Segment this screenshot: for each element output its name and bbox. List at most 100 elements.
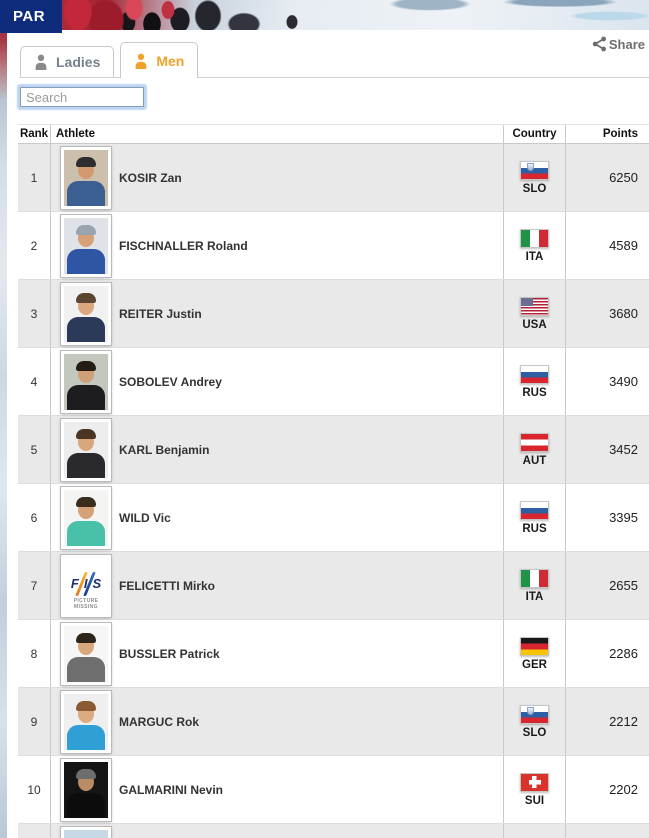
share-button[interactable]: Share: [592, 36, 645, 52]
header-photo: [0, 0, 649, 30]
share-icon: [592, 36, 606, 52]
country-cell: RUS: [503, 484, 565, 551]
athlete-cell: KOSIR Zan: [50, 144, 503, 211]
country-code: SLO: [522, 182, 547, 195]
country-flag: [520, 364, 549, 384]
table-header: Rank Athlete Country Points: [18, 124, 649, 144]
person-icon: [35, 54, 47, 70]
rank-value: 4: [30, 374, 38, 389]
country-code: ITA: [525, 590, 544, 603]
points-value: 2212: [565, 688, 649, 755]
country-cell: GER: [503, 620, 565, 687]
col-points: Points: [565, 125, 649, 143]
country-flag: [520, 500, 549, 520]
country-flag: [520, 160, 549, 180]
col-rank: Rank: [19, 128, 49, 140]
athlete-name: FISCHNALLER Roland: [119, 238, 248, 253]
country-flag: [520, 296, 549, 316]
table-row[interactable]: 6 WILD Vic RUS 3395: [18, 484, 649, 552]
country-cell: ITA: [503, 552, 565, 619]
athlete-name: WILD Vic: [119, 510, 171, 525]
rank-value: 9: [30, 714, 38, 729]
points-value: [565, 824, 649, 838]
table-row[interactable]: 2 FISCHNALLER Roland ITA 4589: [18, 212, 649, 280]
athlete-name: FELICETTI Mirko: [119, 578, 215, 593]
country-code: RUS: [522, 522, 547, 535]
table-row[interactable]: 10 GALMARINI Nevin SUI 2202: [18, 756, 649, 824]
rank-value: 1: [30, 170, 38, 185]
country-flag: [520, 636, 549, 656]
athlete-photo: [60, 621, 112, 686]
athlete-photo: [60, 485, 112, 550]
country-code: ITA: [525, 250, 544, 263]
country-flag: [520, 568, 549, 588]
tab-label: Men: [156, 52, 185, 69]
points-value: 2202: [565, 756, 649, 823]
search-input[interactable]: [20, 87, 144, 107]
country-cell: SLO: [503, 144, 565, 211]
points-value: 3395: [565, 484, 649, 551]
athlete-photo: [60, 757, 112, 822]
country-code: AUT: [522, 454, 547, 467]
athlete-name: SOBOLEV Andrey: [119, 374, 222, 389]
athlete-name: REITER Justin: [119, 306, 202, 321]
table-row[interactable]: 5 KARL Benjamin AUT 3452: [18, 416, 649, 484]
table-row[interactable]: 1 KOSIR Zan SLO 6250: [18, 144, 649, 212]
tab-ladies[interactable]: Ladies: [20, 46, 115, 77]
share-label: Share: [608, 36, 645, 52]
points-value: 2286: [565, 620, 649, 687]
country-flag: [520, 228, 549, 248]
picture-missing-label: PICTURE MISSING: [73, 597, 99, 610]
points-value: 2655: [565, 552, 649, 619]
athlete-cell: [50, 824, 503, 838]
points-value: 4589: [565, 212, 649, 279]
country-cell: USA: [503, 280, 565, 347]
athlete-name: GALMARINI Nevin: [119, 782, 224, 797]
athlete-photo: [60, 825, 112, 838]
country-flag: [520, 772, 549, 792]
discipline-badge: PAR: [0, 0, 62, 33]
athlete-photo: [60, 145, 112, 210]
athlete-photo: [60, 417, 112, 482]
country-cell: [503, 824, 565, 838]
points-value: 3490: [565, 348, 649, 415]
country-cell: SUI: [503, 756, 565, 823]
athlete-cell: SOBOLEV Andrey: [50, 348, 503, 415]
athlete-cell: WILD Vic: [50, 484, 503, 551]
table-row[interactable]: [18, 824, 649, 838]
country-code: USA: [522, 318, 547, 331]
country-cell: RUS: [503, 348, 565, 415]
background-photo-edge: [0, 0, 7, 838]
content-panel: Share Ladies Men: [7, 30, 649, 838]
athlete-name: KARL Benjamin: [119, 442, 210, 457]
country-flag: [520, 432, 549, 452]
tab-bar: Ladies Men: [20, 41, 649, 78]
country-cell: ITA: [503, 212, 565, 279]
table-row[interactable]: 8 BUSSLER Patrick GER 2286: [18, 620, 649, 688]
tab-label: Ladies: [56, 54, 101, 70]
athlete-photo: [60, 281, 112, 346]
points-value: 3680: [565, 280, 649, 347]
table-row[interactable]: 9 MARGUC Rok SLO 2212: [18, 688, 649, 756]
country-code: RUS: [522, 386, 547, 399]
athlete-cell: KARL Benjamin: [50, 416, 503, 483]
rank-value: 5: [30, 442, 38, 457]
rank-value: 3: [30, 306, 38, 321]
athlete-cell: GALMARINI Nevin: [50, 756, 503, 823]
ranking-table: Rank Athlete Country Points 1 KOSIR Zan …: [18, 124, 649, 838]
table-row[interactable]: 4 SOBOLEV Andrey RUS 3490: [18, 348, 649, 416]
tab-men[interactable]: Men: [120, 42, 199, 78]
rank-value: 10: [27, 782, 41, 797]
athlete-photo: [60, 213, 112, 278]
rank-value: 7: [30, 578, 38, 593]
person-icon: [135, 53, 147, 69]
col-country: Country: [503, 125, 565, 143]
table-row[interactable]: 3 REITER Justin USA 3680: [18, 280, 649, 348]
athlete-cell: FISCHNALLER Roland: [50, 212, 503, 279]
athlete-name: BUSSLER Patrick: [119, 646, 220, 661]
athlete-cell: BUSSLER Patrick: [50, 620, 503, 687]
